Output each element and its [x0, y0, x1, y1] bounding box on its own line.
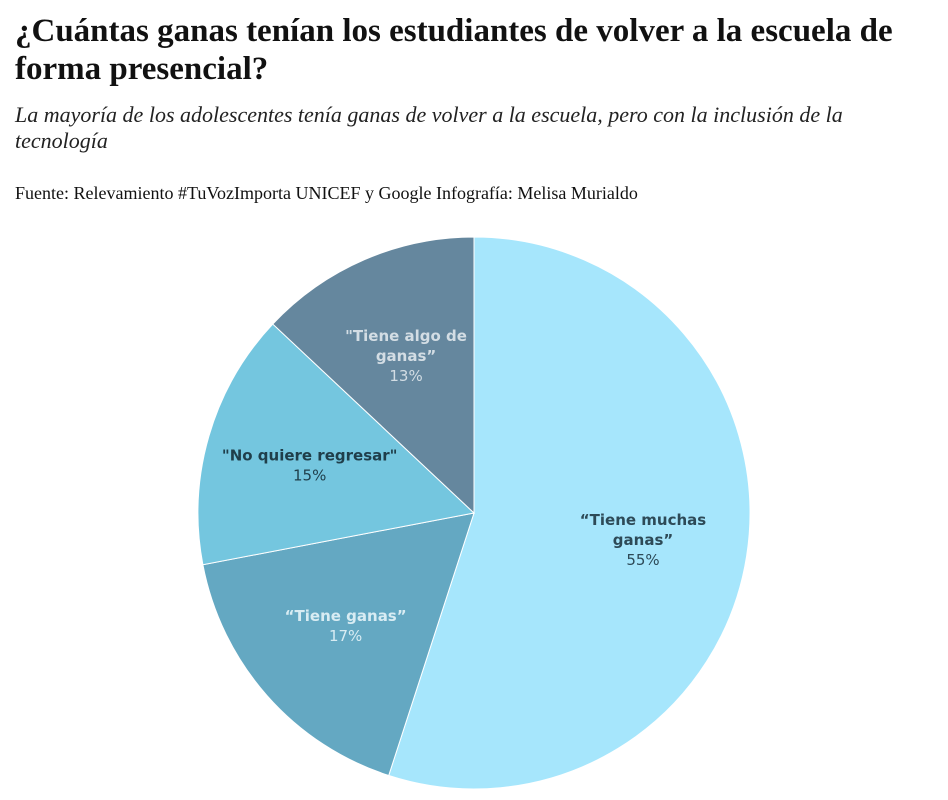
header: ¿Cuántas ganas tenían los estudiantes de… [15, 12, 930, 204]
pie-slice-name: "No quiere regresar" [222, 446, 398, 464]
pie-slice-1 [202, 512, 475, 777]
pie-slice-name: “Tiene ganas” [285, 607, 407, 625]
pie-slice-name: “Tiene muchas [580, 511, 706, 529]
pie-slice-0 [388, 236, 751, 790]
pie-slice-value: 55% [626, 551, 659, 569]
pie-slice-value: 15% [293, 466, 326, 484]
pie-slice-value: 13% [389, 367, 422, 385]
chart-title: ¿Cuántas ganas tenían los estudiantes de… [15, 13, 893, 87]
pie-slice-name: ganas” [376, 347, 436, 365]
pie-slice-2 [197, 323, 476, 566]
pie-labels: “Tiene muchas ganas” 55% “Tiene ganas” 17% "N… [222, 327, 706, 645]
pie-slice-label-2: "No quiere regresar" 15% [222, 446, 398, 484]
pie-slice-label-0: “Tiene muchas ganas” 55% [580, 511, 706, 569]
chart-source: Fuente: Relevamiento #TuVozImporta UNICE… [15, 183, 638, 203]
pie-slices [197, 236, 751, 790]
chart-subtitle: La mayoría de los adolescentes tenía gan… [15, 102, 843, 153]
pie-slice-name: ganas” [613, 531, 673, 549]
pie-slice-label-3: "Tiene algo de ganas” 13% [345, 327, 467, 385]
pie-slice-label-1: “Tiene ganas” 17% [285, 607, 407, 645]
pie-slice-name: "Tiene algo de [345, 327, 467, 345]
pie-slice-3 [272, 236, 475, 515]
pie-slice-value: 17% [329, 627, 362, 645]
